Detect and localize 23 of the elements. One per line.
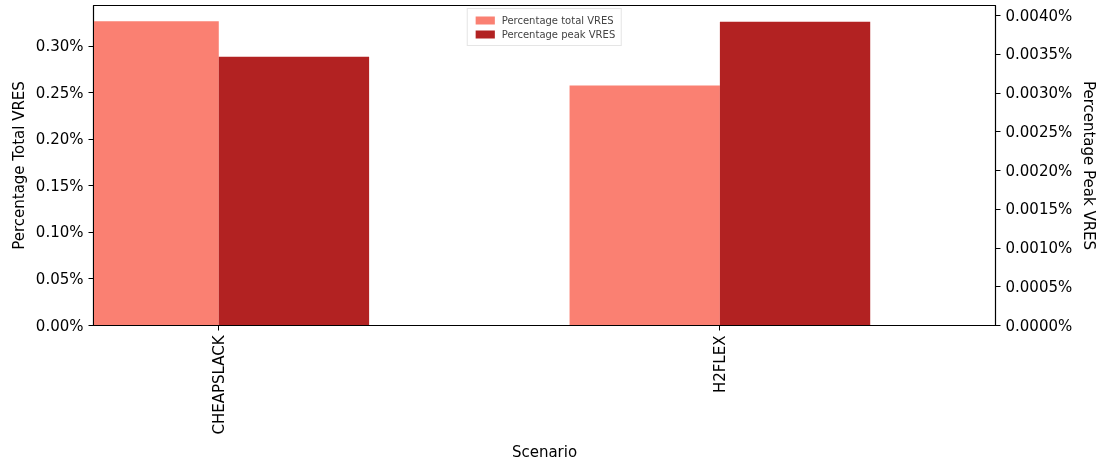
x-tick-label: H2FLEX [710, 335, 729, 394]
y-tick-label: 0.15% [35, 176, 84, 195]
legend-label: Percentage peak VRES [501, 28, 616, 40]
y-tick-label: 0.20% [35, 130, 84, 149]
x-tick-label: CHEAPSLACK [209, 334, 228, 435]
y2-tick-label: 0.0010% [1005, 239, 1073, 258]
y2-tick-label: 0.0040% [1005, 6, 1073, 25]
y2-tick-label: 0.0000% [1005, 316, 1073, 335]
legend-label: Percentage total VRES [501, 14, 614, 26]
x-axis-title: Scenario [511, 442, 578, 461]
y2-tick-label: 0.0035% [1005, 45, 1073, 64]
y-tick-label: 0.05% [35, 269, 84, 288]
y-tick-label: 0.25% [35, 83, 84, 102]
y2-tick-label: 0.0015% [1005, 200, 1073, 219]
y2-tick-label: 0.0020% [1005, 161, 1073, 180]
y-tick-label: 0.00% [35, 316, 84, 335]
y2-axis-title: Percentage Peak VRES [1080, 80, 1099, 251]
y2-tick-label: 0.0025% [1005, 122, 1073, 141]
y-tick-label: 0.10% [35, 223, 84, 242]
y2-tick-label: 0.0030% [1005, 84, 1073, 103]
y-tick-label: 0.30% [35, 37, 84, 56]
y-axis-title: Percentage Total VRES [9, 81, 28, 250]
y2-tick-label: 0.0005% [1005, 277, 1073, 296]
